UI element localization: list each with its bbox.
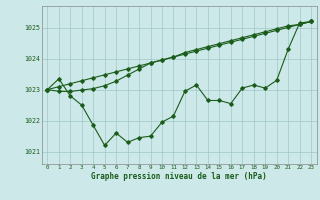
X-axis label: Graphe pression niveau de la mer (hPa): Graphe pression niveau de la mer (hPa) <box>91 172 267 181</box>
